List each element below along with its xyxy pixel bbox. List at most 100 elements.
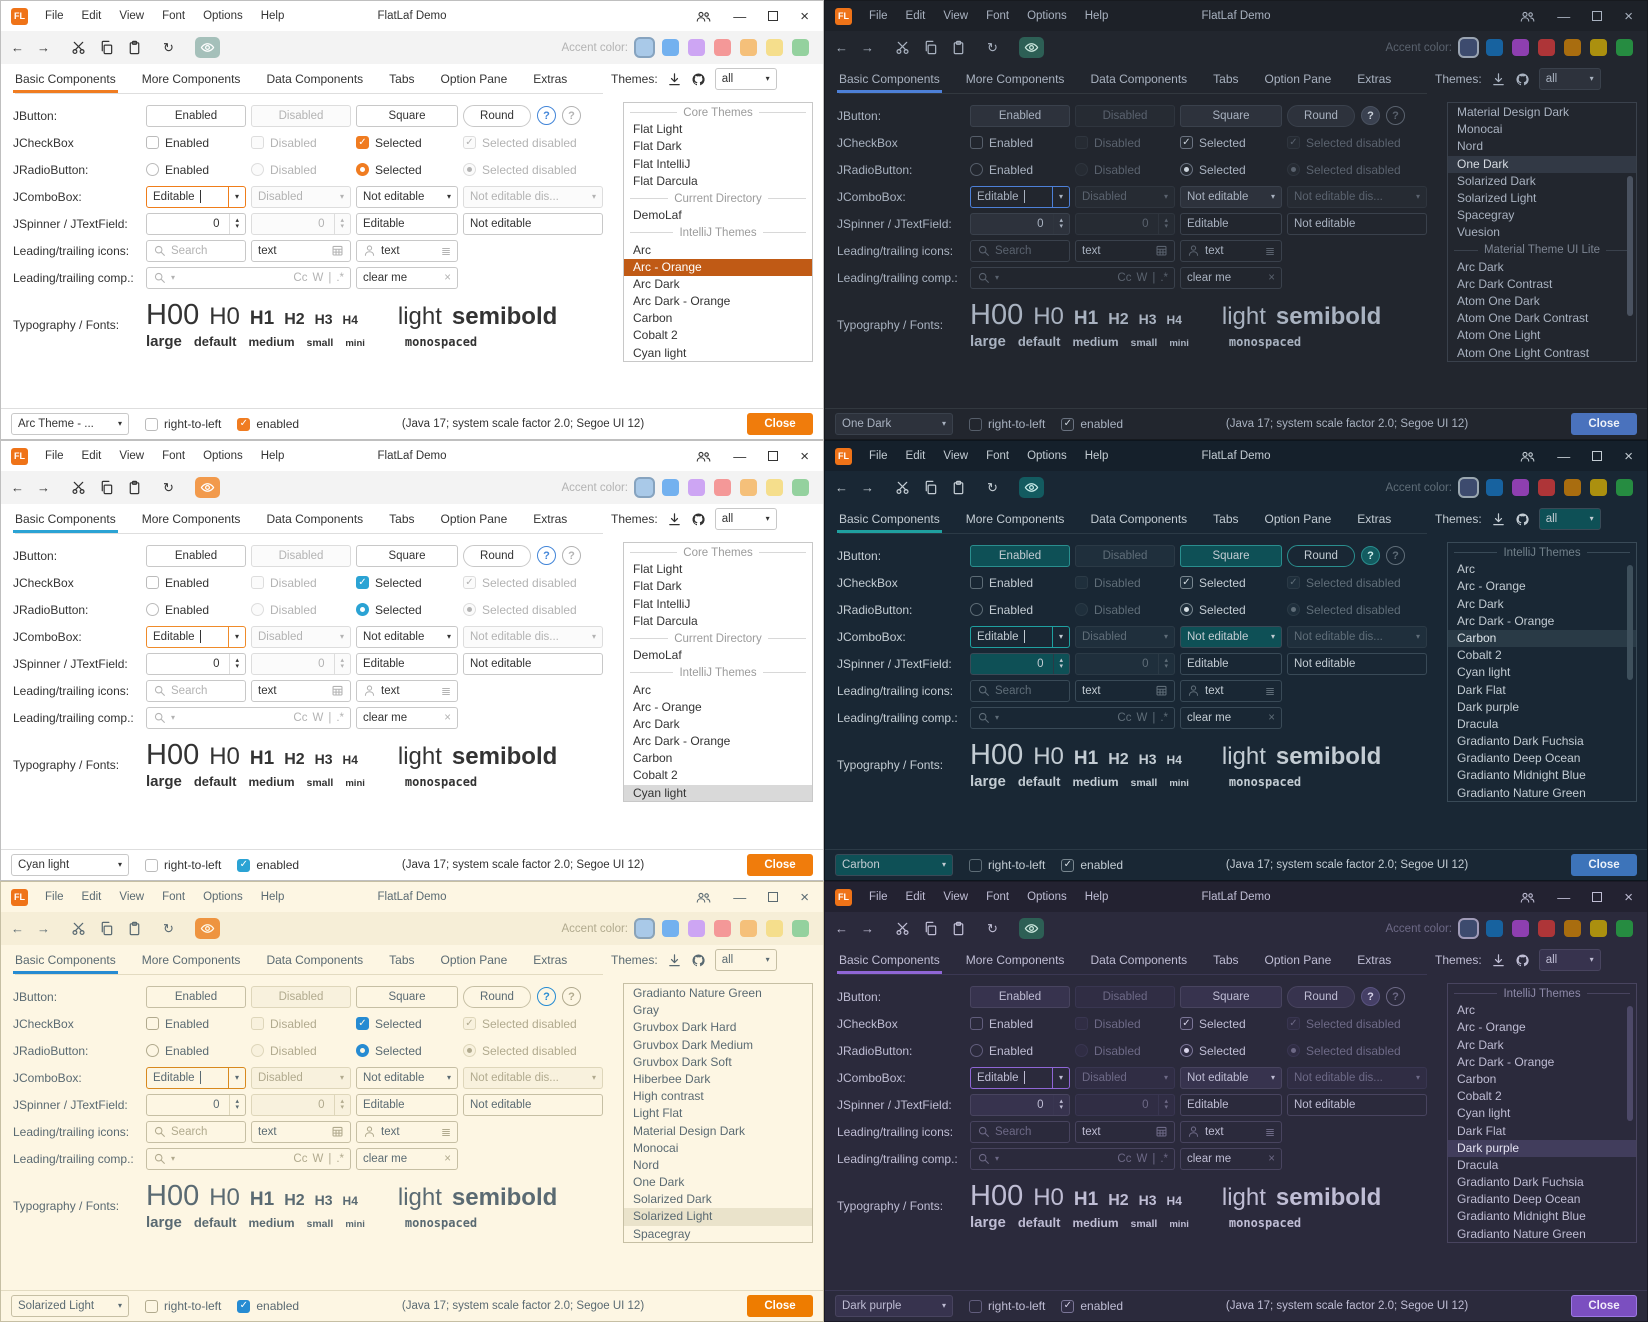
theme-list-item[interactable]: Arc - Orange [1457,1020,1526,1035]
menu-view[interactable]: View [119,450,145,462]
theme-list-item[interactable]: Cyan light [1457,1106,1511,1121]
clear-icon[interactable]: × [1268,711,1275,724]
theme-list-item[interactable]: One Dark [633,1175,685,1190]
menu-help[interactable]: Help [260,10,285,22]
tab-data-components[interactable]: Data Components [1090,952,1188,967]
cut-button[interactable] [895,921,910,936]
menu-options[interactable]: Options [1027,10,1067,22]
accent-swatch[interactable] [1538,479,1555,496]
inspector-toggle-eye-icon[interactable] [1018,477,1044,498]
spinner-up-icon[interactable]: ▴ [235,656,239,664]
minimize-button[interactable]: — [733,448,747,464]
enabled-checkbox[interactable]: ✓ enabled [1061,1299,1123,1313]
editable-textfield[interactable]: Editable [1180,652,1282,675]
theme-combobox[interactable]: One Dark ▾ [835,413,953,435]
accent-swatch[interactable] [662,920,679,937]
forward-button[interactable]: → [861,480,874,495]
checkbox-enabled[interactable]: Enabled [970,136,1070,150]
accent-swatch[interactable] [1564,479,1581,496]
menu-list-icon[interactable]: ≣ [440,1124,451,1139]
inspector-toggle-eye-icon[interactable] [1018,37,1044,58]
tab-option-pane[interactable]: Option Pane [440,71,508,86]
menu-help[interactable]: Help [260,450,285,462]
search-options-field[interactable]: ▾ Cc W | .* [146,266,351,289]
back-button[interactable]: ← [11,921,24,936]
tab-basic-components[interactable]: Basic Components [13,945,118,974]
whole-word-toggle[interactable]: W [1136,271,1148,284]
clear-me-field[interactable]: clear me × [1180,266,1282,289]
help-button-outline[interactable]: ? [1386,106,1405,125]
accent-swatch[interactable] [714,39,731,56]
forward-button[interactable]: → [861,40,874,55]
maximize-button[interactable] [1592,11,1603,21]
themes-scrollbar-thumb[interactable] [1627,565,1633,680]
theme-list-item[interactable]: Arc [1457,1003,1475,1018]
theme-list-item[interactable]: One Dark [1448,155,1636,173]
menu-file[interactable]: File [45,10,64,22]
theme-list-item[interactable]: Cyan light [624,784,812,801]
tab-data-components[interactable]: Data Components [1090,71,1188,86]
calendar-icon[interactable] [331,1125,344,1138]
clear-icon[interactable]: × [1268,271,1275,284]
text-field-calendar[interactable]: text [1075,679,1175,702]
theme-list-item[interactable]: Gruvbox Dark Soft [633,1054,732,1069]
refresh-button[interactable]: ↻ [163,40,174,55]
theme-combobox[interactable]: Solarized Light ▾ [11,1295,129,1317]
menu-font[interactable]: Font [986,10,1010,22]
themes-filter-combobox[interactable]: all ▾ [714,508,777,530]
clear-icon[interactable]: × [1268,1152,1275,1165]
themes-list[interactable]: IntelliJ Themes Arc Arc - Orange Arc Dark Ar… [1447,542,1637,802]
round-button[interactable]: Round [463,544,531,567]
right-to-left-checkbox[interactable]: right-to-left [969,858,1045,872]
spinner-arrows[interactable]: ▴ ▾ [229,653,239,674]
menu-help[interactable]: Help [260,891,285,903]
minimize-button[interactable]: — [733,8,747,24]
radio-enabled[interactable]: Enabled [146,1044,246,1058]
close-button[interactable]: Close [747,413,813,435]
menu-edit[interactable]: Edit [905,891,926,903]
menu-edit[interactable]: Edit [81,10,102,22]
cut-button[interactable] [895,40,910,55]
search-options-field[interactable]: ▾ Cc W | .* [970,1147,1175,1170]
theme-list-item[interactable]: DemoLaf [633,208,682,223]
theme-list-item[interactable]: Carbon [1457,1071,1497,1086]
menu-file[interactable]: File [869,10,888,22]
round-button[interactable]: Round [463,104,531,127]
theme-list-item[interactable]: Arc - Orange [624,258,812,276]
theme-list-item[interactable]: Gradianto Deep Ocean [1457,1192,1581,1207]
themes-scrollbar[interactable] [1626,105,1634,359]
chevron-down-icon[interactable]: ▾ [995,272,1000,282]
theme-list-item[interactable]: Arc - Orange [1457,579,1526,594]
theme-list-item[interactable]: Solarized Dark [633,1192,712,1207]
not-editable-combobox[interactable]: Not editable ▾ [356,625,458,648]
copy-button[interactable] [923,921,938,936]
tab-basic-components[interactable]: Basic Components [837,504,942,533]
menu-list-icon[interactable]: ≣ [440,243,451,258]
menu-font[interactable]: Font [162,450,186,462]
theme-list-item[interactable]: Monocai [633,1140,679,1155]
right-to-left-checkbox[interactable]: right-to-left [969,417,1045,431]
spinner-up-icon[interactable]: ▴ [1059,216,1063,224]
themes-filter-combobox[interactable]: all ▾ [714,949,777,971]
tab-more-components[interactable]: More Components [141,952,241,967]
github-icon[interactable] [691,953,706,968]
download-icon[interactable] [667,72,682,87]
calendar-icon[interactable] [1155,244,1168,257]
round-button[interactable]: Round [463,985,531,1008]
theme-list-item[interactable]: Gradianto Nature Green [1457,785,1586,800]
theme-list-item[interactable]: Atom One Light Contrast [1457,345,1590,360]
theme-list-item[interactable]: Gradianto Midnight Blue [1457,1209,1586,1224]
editable-combobox[interactable]: Editable ▾ [146,1066,246,1089]
spinner-up-icon[interactable]: ▴ [1059,1097,1063,1105]
inspector-toggle-eye-icon[interactable] [1018,918,1044,939]
menu-list-icon[interactable]: ≣ [1264,1124,1275,1139]
checkbox-selected[interactable]: ✓ Selected [356,136,458,150]
accent-swatch[interactable] [1538,920,1555,937]
theme-list-item[interactable]: Carbon [1448,629,1636,648]
theme-list-item[interactable]: Gradianto Deep Ocean [1457,751,1581,766]
accent-swatch[interactable] [1512,920,1529,937]
forward-button[interactable]: → [861,921,874,936]
calendar-icon[interactable] [1155,684,1168,697]
theme-list-item[interactable]: Dark purple [1448,1139,1636,1157]
maximize-button[interactable] [1592,892,1603,902]
